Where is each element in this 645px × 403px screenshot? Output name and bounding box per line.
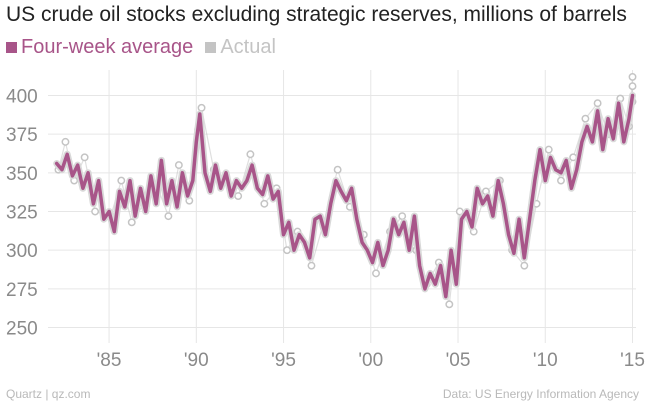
- actual-point: [544, 145, 553, 154]
- y-tick-label: 250: [6, 319, 38, 340]
- actual-point: [307, 261, 316, 270]
- legend-label-actual: Actual: [220, 36, 276, 58]
- y-tick-label: 400: [6, 86, 38, 107]
- x-tick-label: '10: [533, 350, 558, 371]
- actual-point: [91, 207, 100, 216]
- four-week-average-series: [53, 92, 636, 301]
- four-week-average-line: [54, 93, 635, 299]
- legend-label-four-week-average: Four-week average: [21, 36, 194, 58]
- x-tick-label: '90: [184, 350, 209, 371]
- y-tick-label: 350: [6, 164, 38, 185]
- legend-swatch-four-week-average: [6, 42, 17, 53]
- legend-swatch-actual: [205, 42, 217, 53]
- actual-point: [557, 176, 565, 185]
- x-tick-label: '05: [446, 350, 471, 371]
- actual-point: [61, 137, 70, 146]
- chart-legend: Four-week average Actual: [6, 36, 288, 59]
- actual-point: [80, 153, 89, 162]
- y-tick-label: 300: [6, 241, 38, 262]
- actual-point: [127, 218, 136, 227]
- actual-point: [197, 103, 206, 112]
- legend-item-actual: Actual: [205, 36, 276, 59]
- actual-point: [520, 261, 529, 270]
- actual-point: [593, 99, 602, 108]
- actual-point: [581, 114, 590, 123]
- actual-point: [164, 212, 173, 221]
- actual-point: [117, 176, 126, 185]
- actual-point: [372, 269, 380, 278]
- chart-title: US crude oil stocks excluding strategic …: [6, 3, 627, 26]
- legend-item-four-week-average: Four-week average: [6, 36, 193, 59]
- actual-point: [260, 199, 269, 208]
- x-tick-label: '95: [271, 350, 296, 371]
- actual-point: [628, 82, 637, 91]
- y-tick-label: 325: [6, 203, 38, 224]
- actual-point: [234, 192, 243, 200]
- actual-point: [283, 246, 291, 255]
- actual-point: [628, 72, 637, 81]
- footer-data-source: Data: US Energy Information Agency: [442, 387, 639, 401]
- actual-point: [333, 165, 342, 174]
- y-tick-label: 375: [6, 125, 38, 146]
- chart-axes: 250 275 300 325 350 375 400 '85 '90 '95 '00 '05 '10 '…: [6, 86, 645, 371]
- actual-point: [398, 212, 407, 221]
- actual-point: [445, 300, 454, 309]
- actual-point: [174, 161, 183, 170]
- y-tick-label: 275: [6, 280, 38, 301]
- actual-point: [246, 150, 255, 159]
- footer-source-credit: Quartz | qz.com: [6, 387, 91, 401]
- x-tick-label: '15: [620, 350, 645, 371]
- x-tick-label: '00: [358, 350, 383, 371]
- x-tick-label: '85: [97, 350, 122, 371]
